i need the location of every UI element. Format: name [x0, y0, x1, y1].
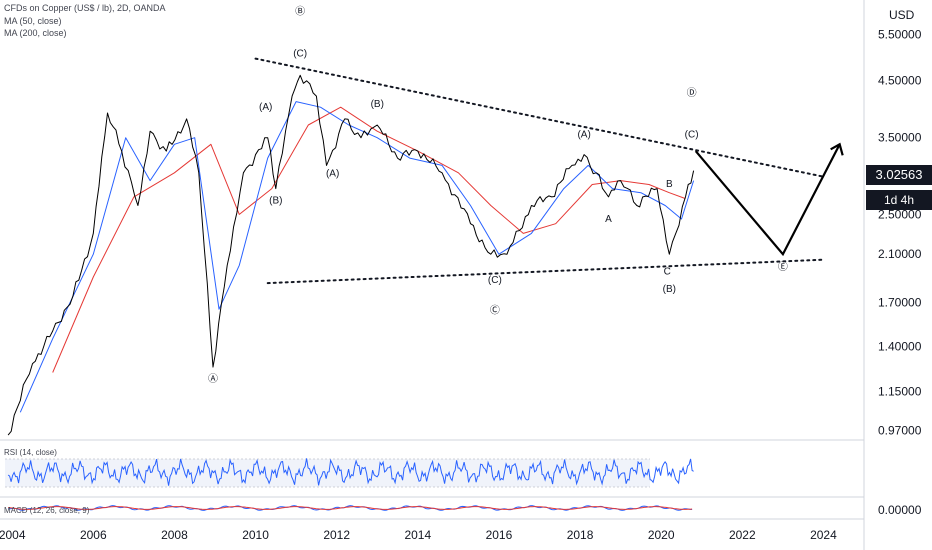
projection-arrowhead: [830, 142, 844, 156]
x-tick-label: 2024: [810, 528, 837, 542]
wave-label: (B): [663, 284, 676, 295]
ma200-legend[interactable]: MA (200, close): [4, 28, 67, 38]
ma50-series: [19, 101, 695, 413]
y-tick-label: 1.40000: [878, 340, 922, 354]
wave-label: B: [666, 179, 673, 190]
wave-label: Ⓑ: [295, 6, 305, 18]
x-tick-label: 2022: [729, 528, 756, 542]
trendline-lower: [266, 258, 825, 285]
rsi-series: [7, 458, 694, 486]
macd-line: [8, 505, 693, 511]
y-tick-label: 2.50000: [878, 207, 922, 221]
wave-label: (B): [371, 99, 384, 110]
price-series: [7, 74, 695, 436]
x-tick-label: 2006: [80, 528, 107, 542]
x-tick-label: 2018: [567, 528, 594, 542]
countdown-badge: 1d 4h: [866, 190, 932, 210]
wave-label: Ⓓ: [687, 87, 697, 99]
projection-path: [694, 143, 841, 257]
currency-label: USD: [889, 8, 915, 22]
y-tick-label: 1.15000: [878, 385, 922, 399]
current-price-badge: 3.02563: [866, 165, 932, 185]
ma50-legend[interactable]: MA (50, close): [4, 16, 62, 26]
wave-label: (B): [269, 196, 282, 207]
x-tick-label: 2016: [486, 528, 513, 542]
wave-label: (C): [293, 48, 307, 59]
wave-label: Ⓐ: [208, 373, 218, 385]
chart-title: CFDs on Copper (US$ / lb), 2D, OANDA: [4, 3, 166, 13]
macd-signal-line: [8, 506, 693, 510]
wave-label: Ⓔ: [778, 261, 788, 273]
y-tick-label: 0.97000: [878, 423, 922, 437]
wave-label: A: [605, 214, 612, 225]
y-tick-label: 5.50000: [878, 28, 922, 42]
macd-zero-tick: 0.00000: [878, 503, 922, 517]
y-tick-label: 4.50000: [878, 73, 922, 87]
wave-label: (A): [577, 130, 590, 141]
x-tick-label: 2008: [161, 528, 188, 542]
x-tick-label: 2020: [648, 528, 675, 542]
x-tick-label: 2010: [242, 528, 269, 542]
macd-legend[interactable]: MACD (12, 26, close, 9): [4, 506, 90, 515]
y-tick-label: 1.70000: [878, 295, 922, 309]
wave-label: (C): [488, 275, 502, 286]
x-tick-label: 2012: [323, 528, 350, 542]
wave-label: (A): [259, 102, 272, 113]
wave-label: Ⓒ: [490, 304, 500, 316]
ma200-series: [52, 106, 686, 373]
x-tick-label: 2014: [404, 528, 431, 542]
wave-label: (C): [685, 130, 699, 141]
x-tick-label: 2004: [0, 528, 26, 542]
wave-label: (A): [326, 169, 339, 180]
y-tick-label: 3.50000: [878, 131, 922, 145]
y-tick-label: 2.10000: [878, 247, 922, 261]
rsi-legend[interactable]: RSI (14, close): [4, 448, 57, 457]
wave-label: C: [664, 267, 671, 278]
trendline-upper: [254, 57, 825, 178]
